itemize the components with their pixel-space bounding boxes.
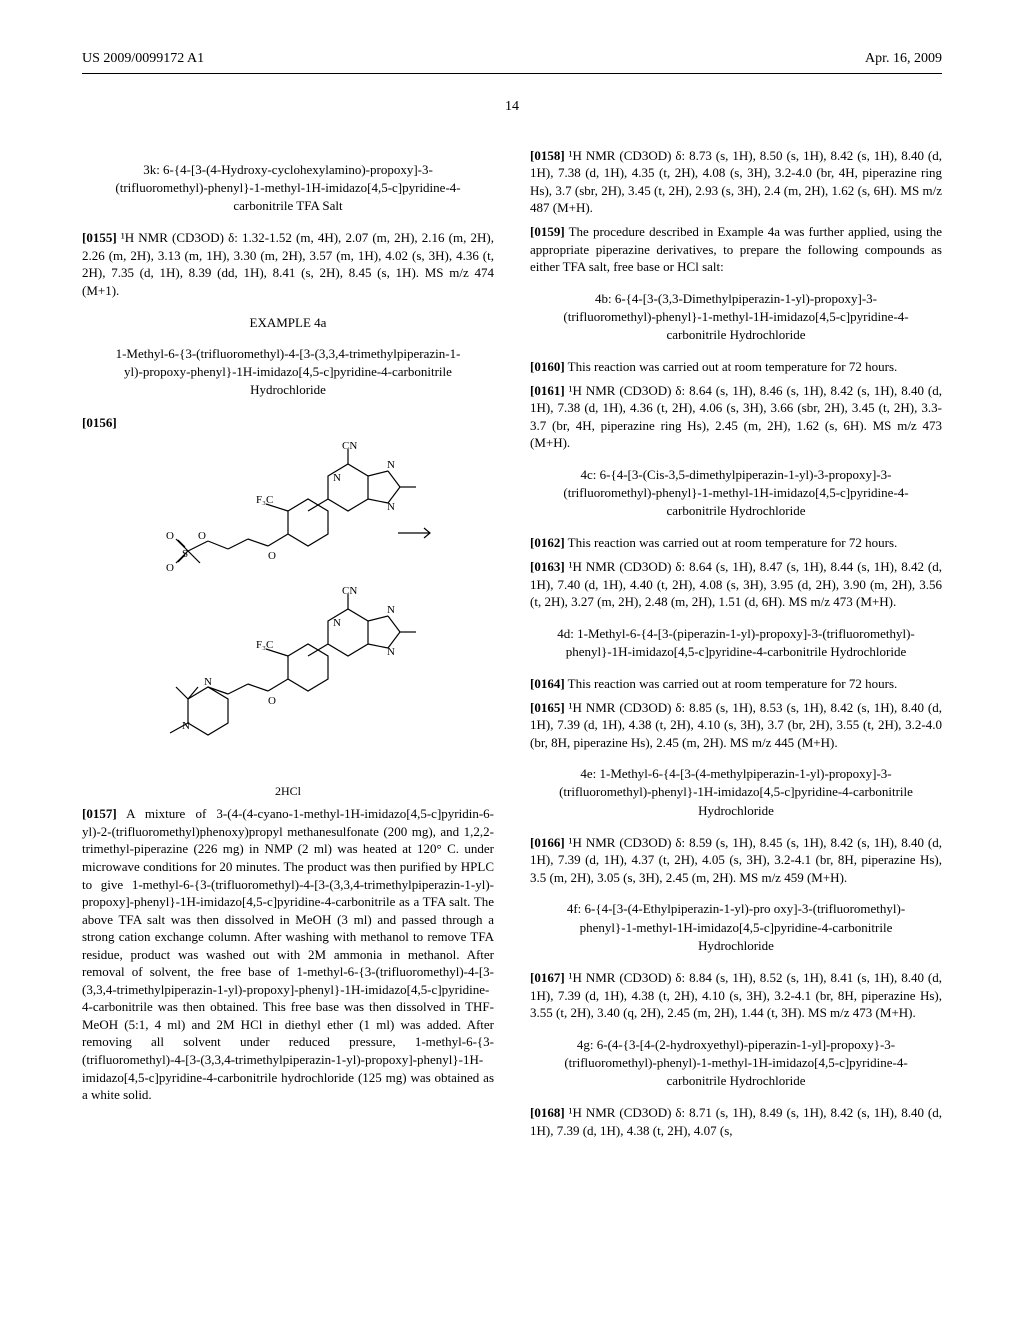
paragraph-0162: [0162] This reaction was carried out at … bbox=[530, 534, 942, 552]
example-4a-heading: EXAMPLE 4a bbox=[82, 314, 494, 332]
ptext-0164: This reaction was carried out at room te… bbox=[565, 676, 898, 691]
paragraph-0167: [0167] ¹H NMR (CD3OD) δ: 8.84 (s, 1H), 8… bbox=[530, 969, 942, 1022]
page-number: 14 bbox=[82, 98, 942, 117]
paragraph-0156: [0156] bbox=[82, 414, 494, 432]
ptext-0161: ¹H NMR (CD3OD) δ: 8.64 (s, 1H), 8.46 (s,… bbox=[530, 383, 942, 451]
pnum-0161: [0161] bbox=[530, 383, 565, 398]
svg-text:F₃C: F₃C bbox=[256, 494, 273, 506]
svg-text:N: N bbox=[387, 604, 395, 616]
svg-text:N: N bbox=[333, 472, 341, 484]
patent-date: Apr. 16, 2009 bbox=[865, 50, 942, 69]
svg-text:S: S bbox=[182, 548, 188, 560]
pnum-0162: [0162] bbox=[530, 535, 565, 550]
ptext-0165: ¹H NMR (CD3OD) δ: 8.85 (s, 1H), 8.53 (s,… bbox=[530, 700, 942, 750]
svg-text:N: N bbox=[333, 617, 341, 629]
pnum-0167: [0167] bbox=[530, 970, 565, 985]
pnum-0157: [0157] bbox=[82, 806, 117, 821]
paragraph-0155: [0155] ¹H NMR (CD3OD) δ: 1.32-1.52 (m, 4… bbox=[82, 229, 494, 299]
pnum-0163: [0163] bbox=[530, 559, 565, 574]
section-title-4g: 4g: 6-(4-{3-[4-(2-hydroxyethyl)-piperazi… bbox=[556, 1036, 916, 1091]
chemical-structure-diagram: CN N N N F₃C O O S O O bbox=[82, 441, 494, 799]
paragraph-0160: [0160] This reaction was carried out at … bbox=[530, 358, 942, 376]
svg-text:O: O bbox=[268, 695, 276, 707]
svg-text:N: N bbox=[387, 459, 395, 471]
paragraph-0157: [0157] A mixture of 3-(4-(4-cyano-1-meth… bbox=[82, 805, 494, 1103]
svg-text:N: N bbox=[387, 501, 395, 513]
svg-text:N: N bbox=[182, 720, 190, 732]
pnum-0159: [0159] bbox=[530, 224, 565, 239]
paragraph-0165: [0165] ¹H NMR (CD3OD) δ: 8.85 (s, 1H), 8… bbox=[530, 699, 942, 752]
ptext-0159: The procedure described in Example 4a wa… bbox=[530, 224, 942, 274]
paragraph-0163: [0163] ¹H NMR (CD3OD) δ: 8.64 (s, 1H), 8… bbox=[530, 558, 942, 611]
section-title-4d: 4d: 1-Methyl-6-{4-[3-(piperazin-1-yl)-pr… bbox=[556, 625, 916, 661]
paragraph-0168: [0168] ¹H NMR (CD3OD) δ: 8.71 (s, 1H), 8… bbox=[530, 1104, 942, 1139]
salt-label: 2HCl bbox=[82, 783, 494, 799]
paragraph-0159: [0159] The procedure described in Exampl… bbox=[530, 223, 942, 276]
section-title-4a: 1-Methyl-6-{3-(trifluoromethyl)-4-[3-(3,… bbox=[108, 345, 468, 400]
ptext-0155: ¹H NMR (CD3OD) δ: 1.32-1.52 (m, 4H), 2.0… bbox=[82, 230, 494, 298]
pnum-0168: [0168] bbox=[530, 1105, 565, 1120]
paragraph-0161: [0161] ¹H NMR (CD3OD) δ: 8.64 (s, 1H), 8… bbox=[530, 382, 942, 452]
svg-text:O: O bbox=[166, 530, 174, 542]
ptext-0168: ¹H NMR (CD3OD) δ: 8.71 (s, 1H), 8.49 (s,… bbox=[530, 1105, 942, 1138]
svg-text:F₃C: F₃C bbox=[256, 639, 273, 651]
ptext-0166: ¹H NMR (CD3OD) δ: 8.59 (s, 1H), 8.45 (s,… bbox=[530, 835, 942, 885]
pnum-0158: [0158] bbox=[530, 148, 565, 163]
ptext-0163: ¹H NMR (CD3OD) δ: 8.64 (s, 1H), 8.47 (s,… bbox=[530, 559, 942, 609]
ptext-0157: A mixture of 3-(4-(4-cyano-1-methyl-1H-i… bbox=[82, 806, 494, 1102]
paragraph-0166: [0166] ¹H NMR (CD3OD) δ: 8.59 (s, 1H), 8… bbox=[530, 834, 942, 887]
section-title-4c: 4c: 6-{4-[3-(Cis-3,5-dimethylpiperazin-1… bbox=[556, 466, 916, 521]
pnum-0166: [0166] bbox=[530, 835, 565, 850]
svg-text:N: N bbox=[204, 676, 212, 688]
svg-text:O: O bbox=[268, 550, 276, 562]
svg-text:CN: CN bbox=[342, 585, 357, 597]
svg-text:O: O bbox=[166, 562, 174, 574]
pnum-0160: [0160] bbox=[530, 359, 565, 374]
ptext-0162: This reaction was carried out at room te… bbox=[565, 535, 898, 550]
svg-text:CN: CN bbox=[342, 441, 357, 452]
ptext-0158: ¹H NMR (CD3OD) δ: 8.73 (s, 1H), 8.50 (s,… bbox=[530, 148, 942, 216]
pnum-0165: [0165] bbox=[530, 700, 565, 715]
ptext-0167: ¹H NMR (CD3OD) δ: 8.84 (s, 1H), 8.52 (s,… bbox=[530, 970, 942, 1020]
section-title-4f: 4f: 6-{4-[3-(4-Ethylpiperazin-1-yl)-pro … bbox=[556, 900, 916, 955]
pnum-0156: [0156] bbox=[82, 415, 117, 430]
section-title-4e: 4e: 1-Methyl-6-{4-[3-(4-methylpiperazin-… bbox=[556, 765, 916, 820]
pnum-0155: [0155] bbox=[82, 230, 117, 245]
ptext-0160: This reaction was carried out at room te… bbox=[565, 359, 898, 374]
section-title-4b: 4b: 6-{4-[3-(3,3-Dimethylpiperazin-1-yl)… bbox=[556, 290, 916, 345]
section-title-3k: 3k: 6-{4-[3-(4-Hydroxy-cyclohexylamino)-… bbox=[108, 161, 468, 216]
svg-text:N: N bbox=[387, 646, 395, 658]
paragraph-0164: [0164] This reaction was carried out at … bbox=[530, 675, 942, 693]
svg-text:O: O bbox=[198, 530, 206, 542]
paragraph-0158: [0158] ¹H NMR (CD3OD) δ: 8.73 (s, 1H), 8… bbox=[530, 147, 942, 217]
patent-number: US 2009/0099172 A1 bbox=[82, 50, 204, 69]
pnum-0164: [0164] bbox=[530, 676, 565, 691]
